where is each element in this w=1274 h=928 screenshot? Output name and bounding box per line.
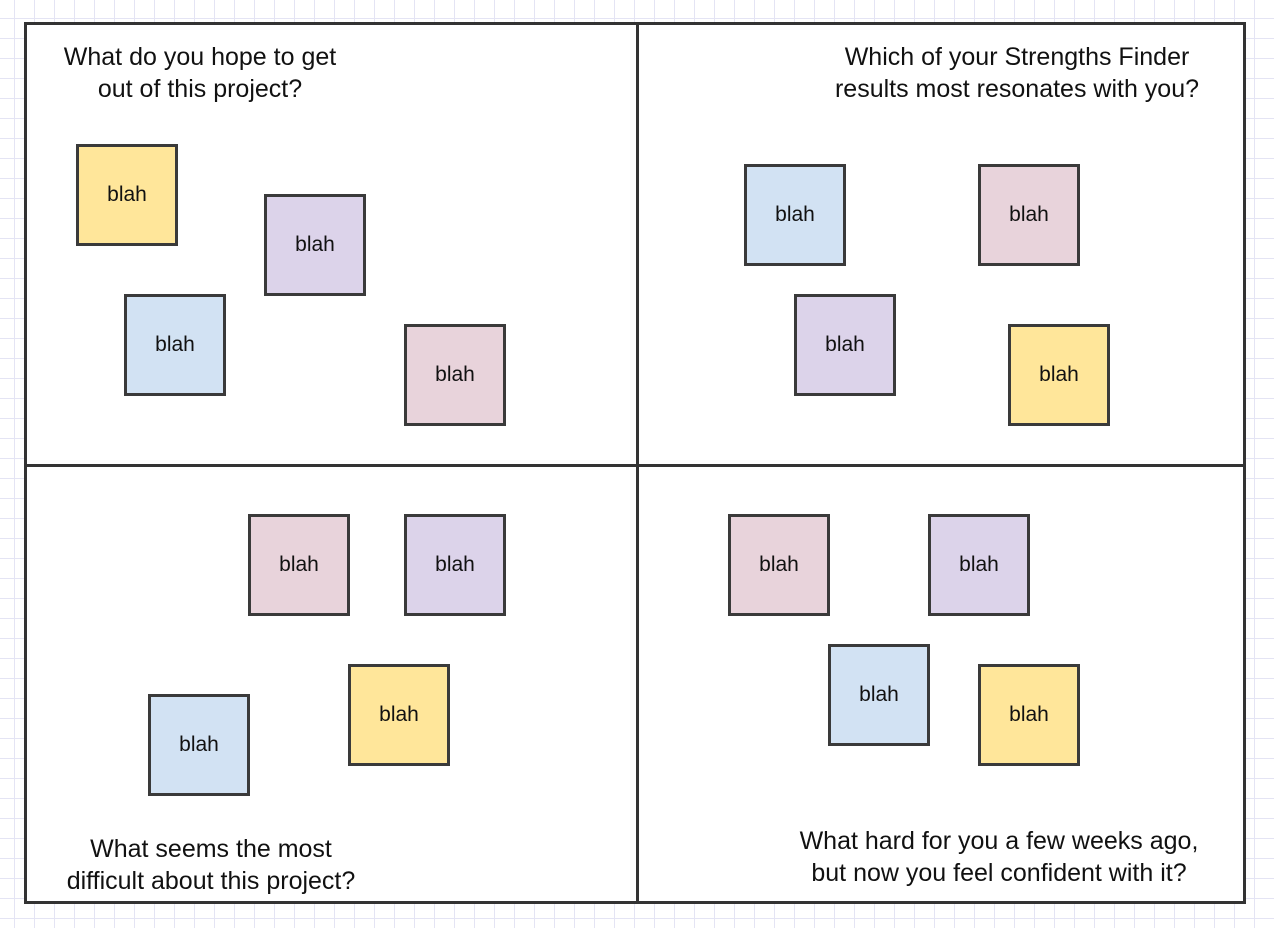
sticky-note[interactable]: blah	[1008, 324, 1110, 426]
sticky-note[interactable]: blah	[794, 294, 896, 396]
sticky-note[interactable]: blah	[928, 514, 1030, 616]
sticky-note[interactable]: blah	[978, 164, 1080, 266]
quadrant-difficulties: What seems the most difficult about this…	[27, 467, 637, 901]
vertical-divider	[636, 25, 639, 901]
sticky-note[interactable]: blah	[76, 144, 178, 246]
sticky-note[interactable]: blah	[124, 294, 226, 396]
quadrant-strengths: Which of your Strengths Finder results m…	[639, 25, 1243, 465]
sticky-note[interactable]: blah	[404, 324, 506, 426]
sticky-note[interactable]: blah	[728, 514, 830, 616]
quadrant-prompt: What seems the most difficult about this…	[66, 835, 356, 895]
quadrant-prompt: What hard for you a few weeks ago, but n…	[799, 827, 1199, 887]
sticky-note[interactable]: blah	[248, 514, 350, 616]
quadrant-hopes: What do you hope to get out of this proj…	[27, 25, 637, 465]
sticky-note[interactable]: blah	[348, 664, 450, 766]
quadrant-growth: What hard for you a few weeks ago, but n…	[639, 467, 1243, 901]
quadrant-prompt: Which of your Strengths Finder results m…	[834, 43, 1200, 103]
sticky-note[interactable]: blah	[744, 164, 846, 266]
sticky-note[interactable]: blah	[148, 694, 250, 796]
retro-board: What do you hope to get out of this proj…	[24, 22, 1246, 904]
sticky-note[interactable]: blah	[264, 194, 366, 296]
sticky-note[interactable]: blah	[978, 664, 1080, 766]
horizontal-divider	[27, 464, 1243, 467]
sticky-note[interactable]: blah	[828, 644, 930, 746]
quadrant-prompt: What do you hope to get out of this proj…	[63, 43, 337, 103]
sticky-note[interactable]: blah	[404, 514, 506, 616]
